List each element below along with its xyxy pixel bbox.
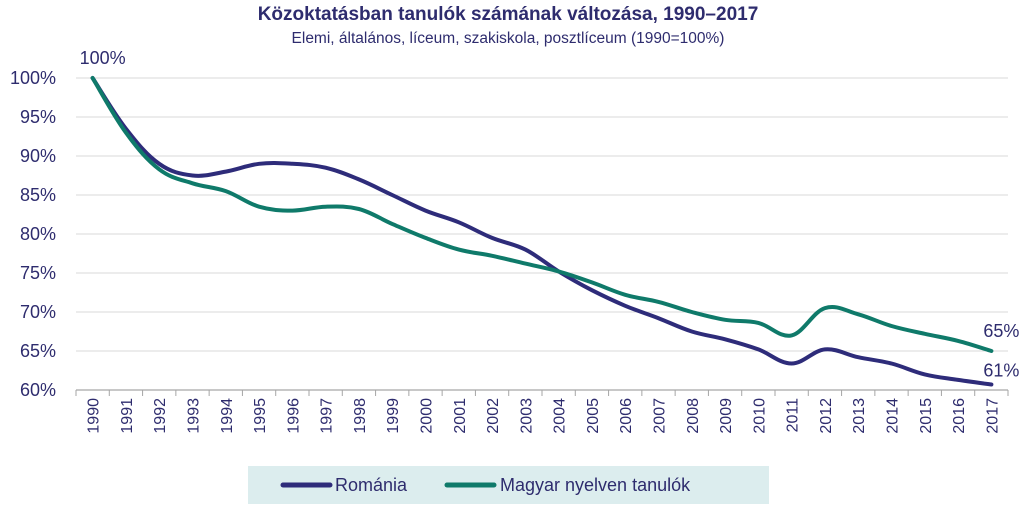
plot-area bbox=[90, 76, 994, 387]
x-tick-label: 1992 bbox=[152, 398, 169, 434]
x-tick-label: 2015 bbox=[918, 398, 935, 434]
data-label: 61% bbox=[983, 361, 1019, 381]
y-tick-label: 60% bbox=[20, 380, 56, 400]
data-label: 100% bbox=[80, 48, 126, 68]
series-line-magyar bbox=[90, 76, 994, 353]
x-tick-label: 1997 bbox=[319, 398, 336, 434]
x-tick-label: 2007 bbox=[652, 398, 669, 434]
legend-label-magyar: Magyar nyelven tanulók bbox=[500, 475, 691, 495]
y-tick-label: 100% bbox=[10, 68, 56, 88]
y-tick-label: 65% bbox=[20, 341, 56, 361]
y-tick-label: 75% bbox=[20, 263, 56, 283]
x-tick-label: 2016 bbox=[951, 398, 968, 434]
x-tick-label: 2004 bbox=[552, 398, 569, 434]
gridlines bbox=[76, 77, 1008, 352]
x-tick-label: 2008 bbox=[685, 398, 702, 434]
series-line-romania bbox=[90, 76, 994, 387]
x-tick-label: 2009 bbox=[718, 398, 735, 434]
chart-title: Közoktatásban tanulók számának változása… bbox=[258, 4, 759, 25]
legend-box bbox=[248, 466, 769, 504]
x-tick-label: 1999 bbox=[385, 398, 402, 434]
legend: Románia Magyar nyelven tanulók bbox=[248, 466, 769, 504]
x-tick-label: 1991 bbox=[119, 398, 136, 434]
y-axis: 60% 65% 70% 75% 80% 85% 90% 95% 100% bbox=[10, 68, 56, 400]
x-tick-label: 2011 bbox=[785, 398, 802, 433]
x-tick-label: 1998 bbox=[352, 398, 369, 434]
data-labels: 100% 65% 61% bbox=[80, 48, 1020, 381]
x-tick-label: 2014 bbox=[885, 398, 902, 434]
x-tick-label: 2017 bbox=[984, 398, 1001, 434]
x-tick-label: 1993 bbox=[186, 398, 203, 434]
data-label: 65% bbox=[983, 321, 1019, 341]
x-tick-label: 2003 bbox=[518, 398, 535, 434]
x-tick-label: 1995 bbox=[252, 398, 269, 434]
x-tick-label: 1990 bbox=[86, 398, 103, 434]
y-tick-label: 80% bbox=[20, 224, 56, 244]
x-tick-label: 2001 bbox=[452, 398, 469, 434]
x-tick-label: 1996 bbox=[285, 398, 302, 434]
x-tick-label: 2002 bbox=[485, 398, 502, 434]
x-tick-label: 2006 bbox=[618, 398, 635, 434]
chart-subtitle: Elemi, általános, líceum, szakiskola, po… bbox=[292, 30, 725, 47]
x-tick-label: 1994 bbox=[219, 398, 236, 434]
y-tick-label: 85% bbox=[20, 185, 56, 205]
x-axis: 1990 1991 1992 1993 1994 1995 1996 1997 1998 1999… bbox=[75, 389, 1009, 434]
x-tick-label: 2005 bbox=[585, 398, 602, 434]
x-tick-label: 2013 bbox=[851, 398, 868, 434]
x-tick-label: 2010 bbox=[751, 398, 768, 434]
x-tick-label: 2000 bbox=[419, 398, 436, 434]
legend-label-romania: Románia bbox=[335, 475, 408, 495]
y-tick-label: 95% bbox=[20, 107, 56, 127]
y-tick-label: 70% bbox=[20, 302, 56, 322]
x-tick-label: 2012 bbox=[818, 398, 835, 434]
y-tick-label: 90% bbox=[20, 146, 56, 166]
